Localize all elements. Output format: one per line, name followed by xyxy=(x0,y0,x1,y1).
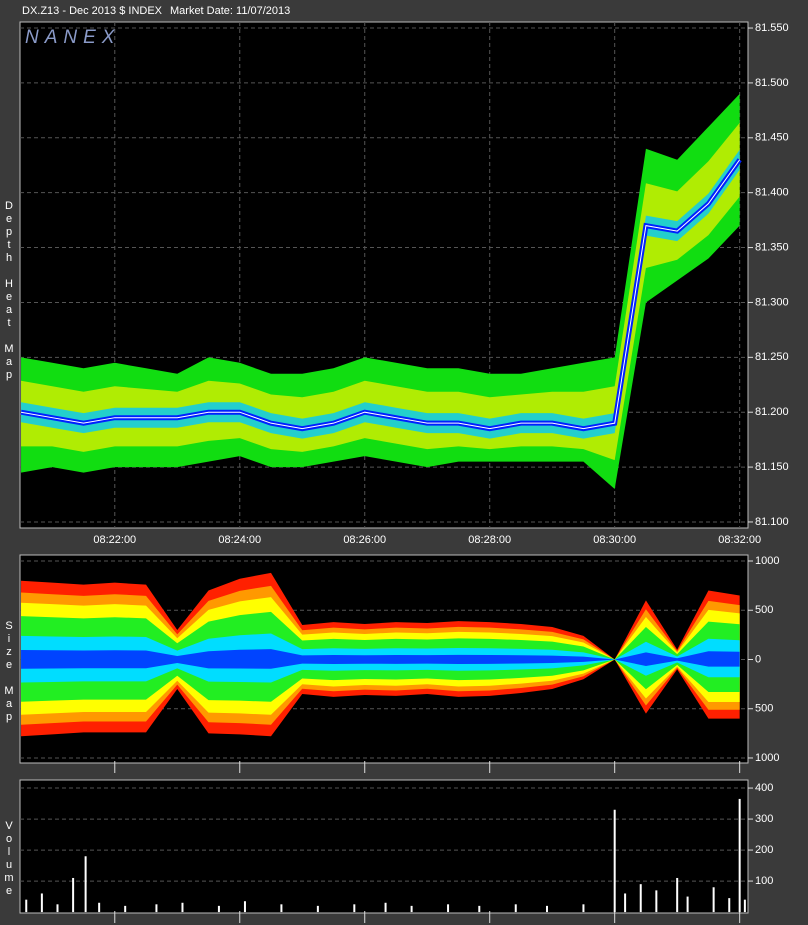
volume-bar xyxy=(84,856,87,913)
y-tick-label: 81.250 xyxy=(755,351,789,363)
y-tick-label: 81.150 xyxy=(755,461,789,473)
y-tick-label: 300 xyxy=(755,813,773,825)
volume-bar xyxy=(639,884,642,913)
axis-label: Volume xyxy=(3,820,15,898)
y-tick-label: 81.550 xyxy=(755,22,789,34)
volume-bar xyxy=(280,904,283,913)
y-tick-label: 100 xyxy=(755,875,773,887)
axis-label: Size Map xyxy=(3,620,15,724)
volume-bar xyxy=(56,904,59,913)
y-tick-label: 81.500 xyxy=(755,77,789,89)
logo: NANEX xyxy=(25,27,120,48)
volume-bar xyxy=(728,898,731,913)
volume-bar xyxy=(243,901,246,913)
volume-bar xyxy=(25,899,28,913)
mid-line-core xyxy=(20,159,741,430)
volume-bar xyxy=(353,904,356,913)
volume-bar xyxy=(743,899,746,913)
volume-bar xyxy=(124,905,127,913)
x-tick-label: 08:26:00 xyxy=(343,534,386,546)
volume-bar xyxy=(410,905,413,913)
volume-bar xyxy=(181,902,184,913)
y-tick-label: 200 xyxy=(755,844,773,856)
volume-bar xyxy=(613,809,616,913)
volume-bar xyxy=(384,902,387,913)
volume-bar xyxy=(155,904,158,913)
y-tick-label: 81.100 xyxy=(755,516,789,528)
y-tick-label: 81.400 xyxy=(755,187,789,199)
y-tick-label: 81.350 xyxy=(755,241,789,253)
volume-bar xyxy=(40,893,43,913)
y-tick-label: 0 xyxy=(755,653,761,665)
volume-bar xyxy=(676,877,679,913)
size-band xyxy=(21,649,740,669)
x-tick-label: 08:24:00 xyxy=(218,534,261,546)
volume-bar xyxy=(316,905,319,913)
x-tick-label: 08:32:00 xyxy=(718,534,761,546)
volume-bar xyxy=(447,904,450,913)
y-tick-label: 81.300 xyxy=(755,296,789,308)
y-tick-label: 1000 xyxy=(755,752,779,764)
volume-bar xyxy=(217,905,220,913)
y-tick-label: 500 xyxy=(755,703,773,715)
y-tick-label: 81.450 xyxy=(755,132,789,144)
x-tick-label: 08:30:00 xyxy=(593,534,636,546)
axis-label: Depth Heat Map xyxy=(3,200,15,382)
volume-bar xyxy=(72,877,75,913)
volume-bar xyxy=(582,904,585,913)
y-tick-label: 500 xyxy=(755,604,773,616)
symbol: DX.Z13 - Dec 2013 $ INDEX xyxy=(22,5,163,17)
volume-bar xyxy=(478,905,481,913)
x-tick-label: 08:28:00 xyxy=(468,534,511,546)
volume-bar xyxy=(514,904,517,913)
market-date: Market Date: 11/07/2013 xyxy=(170,5,290,17)
volume-bar xyxy=(686,896,689,913)
volume-bar xyxy=(655,890,658,913)
plot-area xyxy=(19,779,749,914)
x-tick-label: 08:22:00 xyxy=(93,534,136,546)
y-tick-label: 1000 xyxy=(755,555,779,567)
volume-bar xyxy=(712,887,715,913)
volume-bar xyxy=(738,798,741,913)
volume-bar xyxy=(624,893,627,913)
y-tick-label: 400 xyxy=(755,782,773,794)
y-tick-label: 81.200 xyxy=(755,406,789,418)
volume-bar xyxy=(98,902,101,913)
volume-bar xyxy=(545,905,548,913)
